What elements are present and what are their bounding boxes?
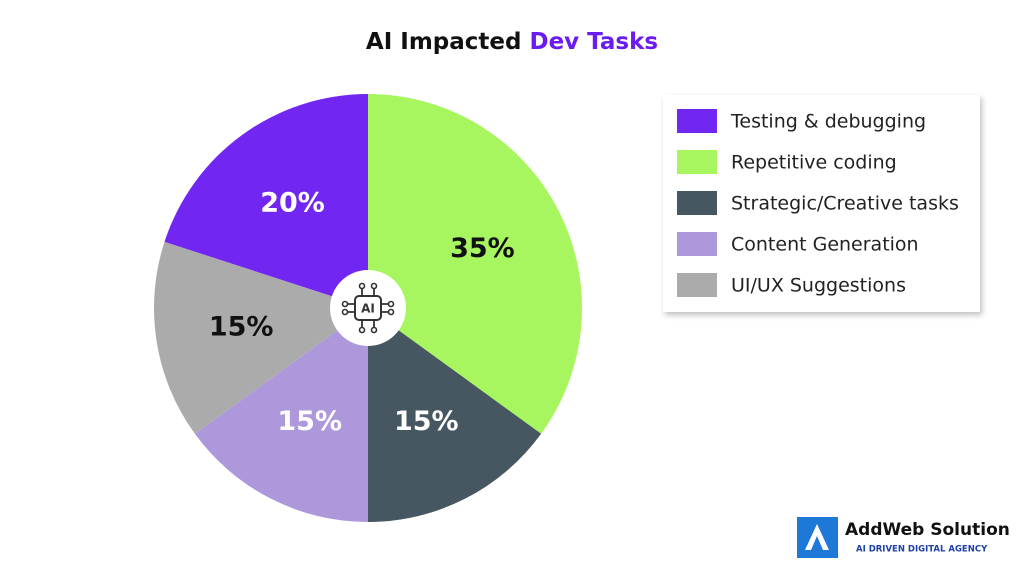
branding: AddWeb Solution AI DRIVEN DIGITAL AGENCY — [797, 517, 1010, 558]
legend-swatch — [677, 232, 717, 256]
pie: 20% 35% 15% 15% 15% — [154, 94, 582, 522]
slice-label: 15% — [209, 312, 274, 343]
title-highlight: Dev Tasks — [529, 29, 658, 55]
icon-label: AI — [361, 302, 375, 316]
brand-tagline: AI DRIVEN DIGITAL AGENCY — [856, 545, 988, 555]
legend-swatch — [677, 273, 717, 297]
pin-ends — [341, 282, 395, 334]
slice-label: 15% — [394, 406, 459, 437]
legend-label: Testing & debugging — [730, 111, 926, 133]
legend: Testing & debugging Repetitive coding Stra… — [677, 109, 959, 297]
pie-slice — [164, 94, 368, 308]
legend-swatch — [677, 150, 717, 174]
slice-label: 15% — [277, 406, 342, 437]
slice-label: 20% — [260, 188, 325, 219]
chart-title: AI Impacted Dev Tasks — [366, 29, 658, 55]
pie-slice — [194, 308, 368, 522]
title-lead: AI Impacted — [366, 29, 522, 55]
brand-name: AddWeb Solution — [845, 520, 1010, 540]
legend-label: Strategic/Creative tasks — [731, 193, 959, 215]
legend-label: Repetitive coding — [731, 152, 897, 174]
icon-circle — [330, 270, 406, 346]
legend-label: Content Generation — [731, 234, 919, 256]
slice-label: 35% — [450, 233, 515, 264]
chip — [354, 295, 382, 321]
pie-slice — [368, 308, 542, 522]
legend-label: UI/UX Suggestions — [731, 275, 906, 297]
legend-swatch — [677, 109, 717, 133]
pie-slice — [154, 241, 368, 434]
chip-pins — [347, 288, 389, 328]
legend-swatch — [677, 191, 717, 215]
logo-square — [797, 517, 838, 558]
pie-slice — [368, 94, 582, 434]
logo-mark — [805, 524, 829, 550]
center-icon: AI — [330, 270, 406, 346]
